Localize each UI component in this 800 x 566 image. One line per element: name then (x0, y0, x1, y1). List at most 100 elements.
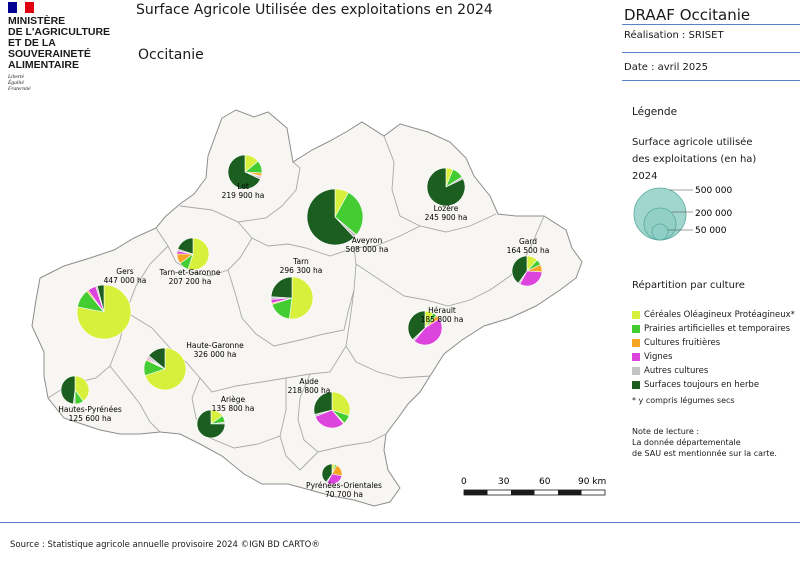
department-borders (47, 135, 545, 471)
size-label-200000: 200 000 (695, 209, 732, 219)
swatch-vignes (632, 353, 640, 361)
dept-name-aude: Aude (299, 377, 319, 386)
pie-slice-surfaces-toujours-en (60, 375, 76, 405)
pie-slice-surfaces-toujours-en (313, 391, 333, 415)
dept-sau-lot: 219 900 ha (222, 191, 265, 200)
pie-slice-cereales-oleagineux- (331, 391, 351, 416)
dept-name-hautes-pyrenees: Hautes-Pyrénées (58, 405, 122, 414)
pie-lot (227, 154, 263, 190)
dept-name-gers: Gers (116, 267, 134, 276)
pie-slice-vignes (519, 270, 543, 287)
legend-item-surfaces-herbe: Surfaces toujours en herbe (632, 380, 759, 390)
scale-label-30: 30 (498, 477, 510, 487)
pie-tarn-et-garonne (176, 237, 210, 271)
pie-aveyron (306, 188, 364, 246)
pie-haute-garonne (143, 347, 187, 391)
scale-label-0: 0 (461, 477, 467, 487)
dept-name-haute-garonne: Haute-Garonne (186, 341, 244, 350)
pie-slice-surfaces-toujours-en (426, 167, 466, 207)
pie-slice-vignes (413, 318, 443, 346)
dept-name-aveyron: Aveyron (352, 236, 383, 245)
dept-sau-herault: 185 800 ha (421, 315, 464, 324)
pie-slice-cereales-oleagineux- (74, 375, 90, 402)
dept-sau-aude: 218 800 ha (288, 386, 331, 395)
dept-name-lozere: Lozère (434, 204, 459, 213)
legend-footnote: * y compris légumes secs (632, 396, 735, 405)
swatch-surfaces-herbe (632, 381, 640, 389)
scale-label-60: 60 (539, 477, 551, 487)
french-flag-icon (8, 2, 35, 13)
swatch-cultures-fruitieres (632, 339, 640, 347)
size-label-500000: 500 000 (695, 186, 732, 196)
dept-sau-tarn-et-garonne: 207 200 ha (169, 277, 212, 286)
dept-sau-pyrenees-orientales: 70 700 ha (325, 490, 363, 499)
pie-gers (76, 284, 132, 340)
swatch-prairies (632, 325, 640, 333)
legend-item-cultures-fruitieres: Cultures fruitières (632, 338, 720, 348)
dept-sau-haute-garonne: 326 000 ha (194, 350, 237, 359)
pie-slice-vignes (314, 409, 344, 429)
footer-divider (0, 522, 800, 523)
scale-bar: 0 30 60 90 km (461, 477, 606, 496)
dept-name-gard: Gard (519, 237, 537, 246)
pie-slice-surfaces-toujours-en (196, 409, 226, 439)
pie-slice-surfaces-toujours-en (148, 347, 166, 370)
legend-item-vignes: Vignes (632, 352, 672, 362)
size-label-50000: 50 000 (695, 226, 727, 236)
date-text: Date : avril 2025 (624, 62, 708, 73)
legend-item-autres-cultures: Autres cultures (632, 366, 708, 376)
realisation-text: Réalisation : SRISET (624, 30, 724, 41)
organization-name: DRAAF Occitanie (624, 6, 751, 24)
dept-sau-hautes-pyrenees: 125 600 ha (69, 414, 112, 423)
dept-name-tarn-et-garonne: Tarn-et-Garonne (159, 268, 221, 277)
pie-tarn (270, 276, 314, 320)
dept-sau-tarn: 296 300 ha (280, 266, 323, 275)
pie-aude (313, 391, 351, 429)
pie-slice-surfaces-toujours-en (321, 463, 333, 483)
scale-label-90: 90 km (578, 477, 606, 487)
divider (622, 80, 800, 81)
pie-slice-surfaces-toujours-en (177, 237, 194, 255)
pie-ariege (196, 409, 226, 439)
pie-slice-prairies-artificiell (334, 192, 364, 236)
size-legend: 500 000 200 000 50 000 (633, 186, 732, 241)
swatch-cereales (632, 311, 640, 319)
dept-sau-aveyron: 508 000 ha (346, 245, 389, 254)
dept-sau-ariege: 135 800 ha (212, 404, 255, 413)
dept-sau-gard: 164 500 ha (507, 246, 550, 255)
divider (622, 24, 800, 25)
legend-item-prairies: Prairies artificielles et temporaires (632, 324, 790, 334)
dept-name-tarn: Tarn (292, 257, 309, 266)
dept-name-pyrenees-orientales: Pyrénées-Orientales (306, 481, 382, 490)
dept-sau-lozere: 245 900 ha (425, 213, 468, 222)
dept-sau-gers: 447 000 ha (104, 276, 147, 285)
dept-name-lot: Lot (237, 182, 249, 191)
dept-name-herault: Hérault (428, 306, 456, 315)
pie-charts (60, 154, 543, 485)
divider (622, 52, 800, 53)
pie-slice-surfaces-toujours-en (407, 310, 426, 341)
pie-slice-surfaces-toujours-en (270, 276, 293, 299)
legend-item-cereales: Céréales Oléagineux Protéagineux* (632, 310, 795, 320)
legend-size-title: Surface agricole utilisée des exploitati… (632, 137, 757, 182)
legend-crop-title: Répartition par culture (632, 280, 745, 291)
reading-note: Note de lecture : La donnée départementa… (632, 427, 777, 458)
pie-slice-surfaces-toujours-en (227, 154, 261, 190)
map-title: Surface Agricole Utilisée des exploitati… (136, 2, 493, 18)
pie-gard (511, 255, 543, 287)
pie-hautes-pyrenees (60, 375, 90, 405)
legend-title: Légende (632, 106, 678, 118)
pie-slice-surfaces-toujours-en (96, 284, 105, 313)
ministry-logo: MINISTÈRE DE L'AGRICULTURE ET DE LA SOUV… (8, 2, 138, 92)
pie-herault (407, 310, 443, 346)
map-subtitle: Occitanie (138, 47, 204, 63)
ministry-name: MINISTÈRE DE L'AGRICULTURE ET DE LA SOUV… (8, 15, 111, 71)
republic-motto: Liberté Égalité Fraternité (8, 74, 31, 92)
swatch-autres-cultures (632, 367, 640, 375)
pie-slice-surfaces-toujours-en (306, 188, 355, 246)
pie-lozere (426, 167, 466, 207)
pie-pyrenees-orientales (321, 463, 343, 485)
pie-slice-surfaces-toujours-en (511, 255, 528, 284)
